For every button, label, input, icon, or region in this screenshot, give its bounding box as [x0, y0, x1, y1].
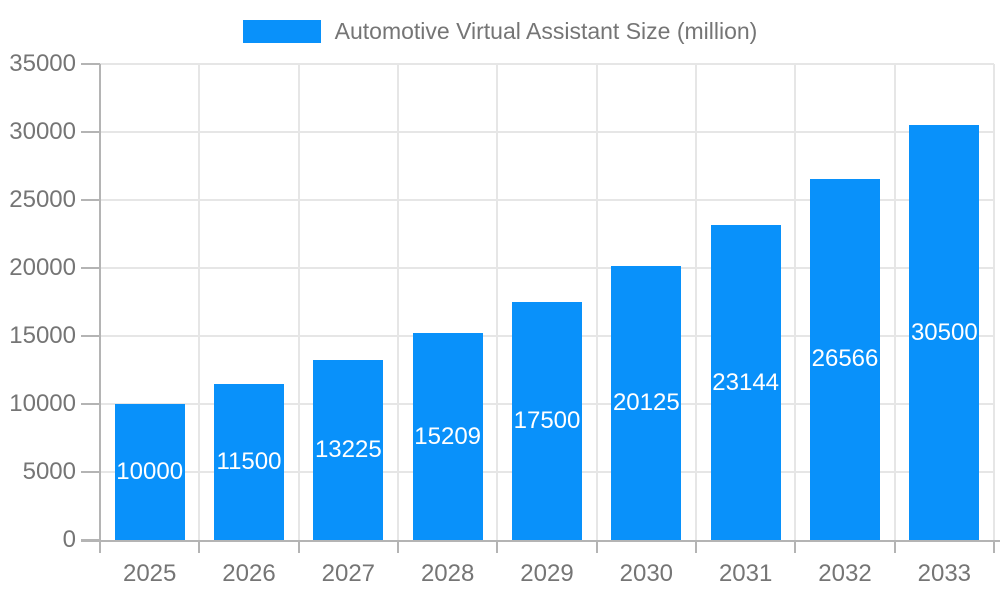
x-axis-label: 2032 — [818, 560, 872, 587]
y-gridline — [100, 63, 994, 65]
x-axis-tick — [496, 540, 499, 553]
legend-swatch — [242, 19, 321, 43]
x-axis-tick — [397, 540, 399, 553]
x-axis-tick — [198, 540, 201, 553]
x-axis-label: 2028 — [420, 560, 475, 587]
bar-value-label: 23144 — [712, 368, 780, 396]
bar-value-label: 17500 — [513, 407, 581, 434]
x-gridline — [893, 64, 896, 540]
bar-value-label: 11500 — [216, 447, 282, 475]
y-axis-label: 35000 — [9, 50, 76, 77]
x-axis-label: 2033 — [917, 560, 972, 587]
legend-item[interactable]: Automotive Virtual Assistant Size (milli… — [0, 16, 1000, 46]
y-gridline — [100, 199, 994, 201]
y-axis-label: 20000 — [9, 254, 76, 281]
x-axis-line — [81, 540, 1000, 542]
y-axis-label: 25000 — [9, 186, 76, 213]
y-axis-label: 30000 — [9, 118, 76, 145]
x-axis-tick — [695, 540, 697, 553]
y-gridline — [100, 131, 994, 133]
x-gridline — [695, 64, 697, 540]
bar[interactable] — [810, 178, 880, 540]
x-axis-label: 2031 — [718, 560, 773, 587]
y-axis-tick — [81, 471, 100, 473]
x-axis-tick — [993, 540, 995, 553]
y-gridline — [100, 267, 994, 269]
bar[interactable] — [512, 302, 582, 540]
y-axis-label: 15000 — [9, 322, 76, 349]
bar[interactable] — [412, 333, 483, 540]
bar[interactable] — [214, 383, 284, 540]
x-axis-label: 2025 — [122, 560, 177, 587]
x-gridline — [595, 64, 598, 540]
y-axis-tick — [81, 267, 100, 269]
bar-value-label: 20125 — [612, 389, 680, 417]
x-gridline — [496, 64, 499, 540]
y-axis-tick — [81, 63, 100, 65]
x-gridline — [397, 64, 399, 540]
bar[interactable] — [114, 404, 185, 540]
bar[interactable] — [611, 266, 682, 540]
x-gridline — [993, 64, 995, 540]
bar-value-label: 10000 — [116, 458, 184, 485]
y-axis-tick — [81, 199, 100, 201]
bar[interactable] — [710, 225, 781, 540]
bar[interactable] — [909, 125, 980, 540]
x-gridline — [794, 64, 797, 540]
y-axis-label: 5000 — [22, 458, 76, 485]
x-axis-label: 2029 — [520, 560, 574, 587]
x-axis-label: 2026 — [222, 560, 276, 587]
bar-value-label: 13225 — [314, 436, 382, 464]
y-axis-label: 0 — [62, 526, 76, 553]
y-axis-line — [99, 64, 101, 540]
x-axis-label: 2027 — [321, 560, 376, 587]
bar-value-label: 30500 — [910, 318, 978, 346]
x-axis-tick — [297, 540, 300, 553]
plot-area: 0 5000 10000 15000 20000 25000 30000 35000 10000… — [9, 50, 1000, 587]
x-axis-tick — [893, 540, 896, 553]
x-axis-label: 2030 — [619, 560, 674, 587]
y-axis-label: 10000 — [9, 390, 76, 417]
x-axis-tick — [595, 540, 598, 553]
x-gridline — [198, 64, 201, 540]
x-axis-tick — [99, 540, 101, 553]
y-axis-tick — [81, 335, 100, 337]
x-gridline — [297, 64, 300, 540]
bar-value-label: 26566 — [811, 345, 879, 373]
bar-value-label: 15209 — [414, 422, 482, 450]
y-axis-tick — [81, 131, 100, 133]
y-axis-tick — [81, 403, 100, 405]
legend-label: Automotive Virtual Assistant Size (milli… — [334, 17, 758, 44]
x-axis-tick — [794, 540, 797, 553]
bar[interactable] — [313, 360, 384, 540]
